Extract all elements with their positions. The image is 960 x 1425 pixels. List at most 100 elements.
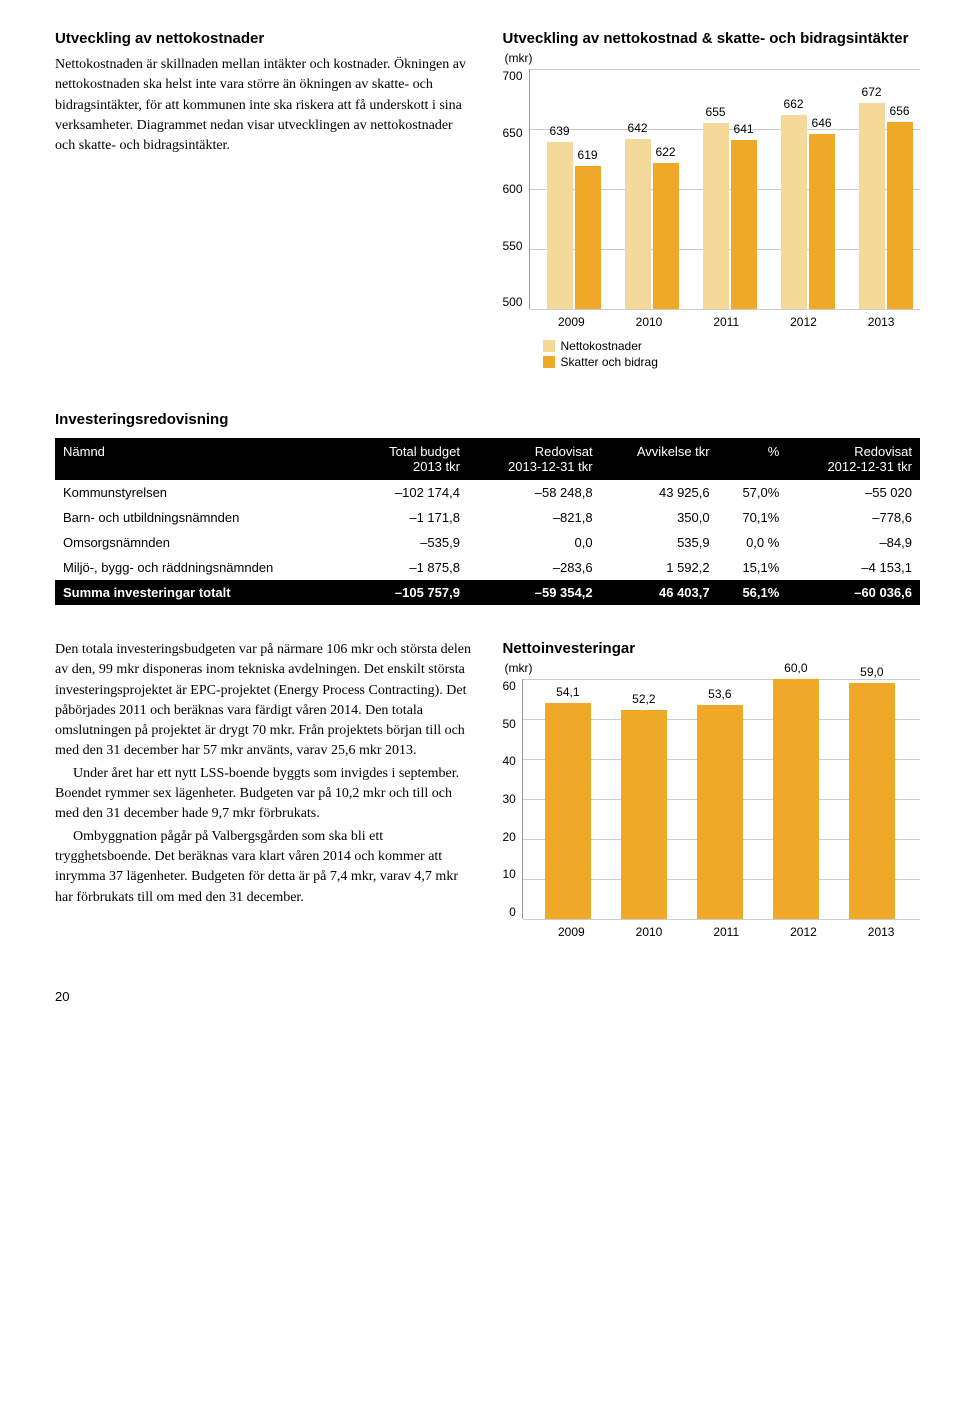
table-row: Kommunstyrelsen–102 174,4–58 248,843 925…	[55, 480, 920, 505]
table-cell: Kommunstyrelsen	[55, 480, 353, 505]
bar: 59,0	[849, 683, 895, 919]
table-cell: –60 036,6	[787, 580, 920, 605]
table-cell: 70,1%	[718, 505, 788, 530]
section2-p3: Ombyggnation pågår på Valbergsgården som…	[55, 827, 473, 908]
x-tick: 2009	[558, 925, 585, 939]
table-cell: 46 403,7	[601, 580, 718, 605]
chart2-title: Nettoinvesteringar	[503, 640, 921, 657]
bar: 52,2	[621, 710, 667, 919]
table-row: Miljö-, bygg- och räddningsnämnden–1 875…	[55, 555, 920, 580]
table-header: Avvikelse tkr	[601, 438, 718, 480]
x-tick: 2013	[868, 925, 895, 939]
x-tick: 2012	[790, 925, 817, 939]
y-tick: 10	[503, 867, 516, 881]
legend-label: Skatter och bidrag	[561, 355, 658, 369]
legend-swatch	[543, 356, 555, 368]
table-header: %	[718, 438, 788, 480]
table-cell: –778,6	[787, 505, 920, 530]
table-cell: –1 875,8	[353, 555, 468, 580]
bar-value-label: 59,0	[860, 665, 883, 679]
x-tick: 2011	[713, 925, 739, 939]
table-cell: –283,6	[468, 555, 601, 580]
table-heading: Investeringsredovisning	[55, 411, 920, 428]
bar-value-label: 619	[578, 148, 598, 162]
y-tick: 30	[503, 792, 516, 806]
table-row: Omsorgsnämnden–535,90,0535,90,0 %–84,9	[55, 530, 920, 555]
bar-value-label: 672	[862, 85, 882, 99]
legend-label: Nettokostnader	[561, 339, 642, 353]
bar-value-label: 53,6	[708, 687, 731, 701]
bar: 622	[653, 163, 679, 309]
y-tick: 500	[503, 295, 523, 309]
bar: 619	[575, 166, 601, 309]
table-cell: –4 153,1	[787, 555, 920, 580]
y-tick: 0	[503, 905, 516, 919]
bar-value-label: 655	[706, 105, 726, 119]
table-cell: 535,9	[601, 530, 718, 555]
chart2: 6050403020100 54,152,253,660,059,0	[503, 679, 921, 919]
table-cell: 0,0 %	[718, 530, 788, 555]
table-cell: Summa investeringar totalt	[55, 580, 353, 605]
table-row: Barn- och utbildningsnämnden–1 171,8–821…	[55, 505, 920, 530]
bar: 642	[625, 139, 651, 309]
table-total-row: Summa investeringar totalt–105 757,9–59 …	[55, 580, 920, 605]
bar-value-label: 646	[812, 116, 832, 130]
investment-table: NämndTotal budget2013 tkrRedovisat2013-1…	[55, 438, 920, 605]
table-header: Redovisat2012-12-31 tkr	[787, 438, 920, 480]
table-cell: –535,9	[353, 530, 468, 555]
bar: 672	[859, 103, 885, 309]
bar-value-label: 641	[734, 122, 754, 136]
section2-p1: Den totala investeringsbudgeten var på n…	[55, 640, 473, 762]
table-cell: –1 171,8	[353, 505, 468, 530]
bar-value-label: 60,0	[784, 661, 807, 675]
legend-swatch	[543, 340, 555, 352]
bar-value-label: 639	[550, 124, 570, 138]
table-cell: Omsorgsnämnden	[55, 530, 353, 555]
table-cell: 15,1%	[718, 555, 788, 580]
y-tick: 600	[503, 182, 523, 196]
chart1: 700650600550500 639619642622655641662646…	[503, 69, 921, 309]
y-tick: 700	[503, 69, 523, 83]
table-cell: –105 757,9	[353, 580, 468, 605]
table-cell: Miljö-, bygg- och räddningsnämnden	[55, 555, 353, 580]
y-tick: 60	[503, 679, 516, 693]
x-tick: 2012	[790, 315, 817, 329]
table-cell: –59 354,2	[468, 580, 601, 605]
y-tick: 20	[503, 830, 516, 844]
chart2-unit: (mkr)	[505, 661, 921, 675]
x-tick: 2010	[636, 315, 663, 329]
bar: 641	[731, 140, 757, 309]
table-cell: –821,8	[468, 505, 601, 530]
table-cell: –102 174,4	[353, 480, 468, 505]
bar-value-label: 662	[784, 97, 804, 111]
bar: 60,0	[773, 679, 819, 919]
x-tick: 2013	[868, 315, 895, 329]
table-cell: 0,0	[468, 530, 601, 555]
y-tick: 650	[503, 126, 523, 140]
section1-text: Nettokostnaden är skillnaden mellan intä…	[55, 55, 473, 156]
table-header: Redovisat2013-12-31 tkr	[468, 438, 601, 480]
table-cell: Barn- och utbildningsnämnden	[55, 505, 353, 530]
chart1-legend: Nettokostnader Skatter och bidrag	[543, 339, 921, 369]
bar-value-label: 54,1	[556, 685, 579, 699]
table-cell: –84,9	[787, 530, 920, 555]
x-tick: 2011	[713, 315, 739, 329]
bar-value-label: 622	[656, 145, 676, 159]
table-cell: 43 925,6	[601, 480, 718, 505]
y-tick: 50	[503, 717, 516, 731]
chart1-title: Utveckling av nettokostnad & skatte- och…	[503, 30, 921, 47]
bar: 656	[887, 122, 913, 309]
bar-value-label: 52,2	[632, 692, 655, 706]
table-cell: –58 248,8	[468, 480, 601, 505]
x-tick: 2010	[636, 925, 663, 939]
bar-value-label: 656	[890, 104, 910, 118]
table-header: Nämnd	[55, 438, 353, 480]
y-tick: 550	[503, 239, 523, 253]
section2-p2: Under året har ett nytt LSS-boende byggt…	[55, 764, 473, 825]
table-cell: 350,0	[601, 505, 718, 530]
bar: 655	[703, 123, 729, 309]
bar: 646	[809, 134, 835, 309]
table-cell: 56,1%	[718, 580, 788, 605]
table-cell: 57,0%	[718, 480, 788, 505]
table-cell: –55 020	[787, 480, 920, 505]
